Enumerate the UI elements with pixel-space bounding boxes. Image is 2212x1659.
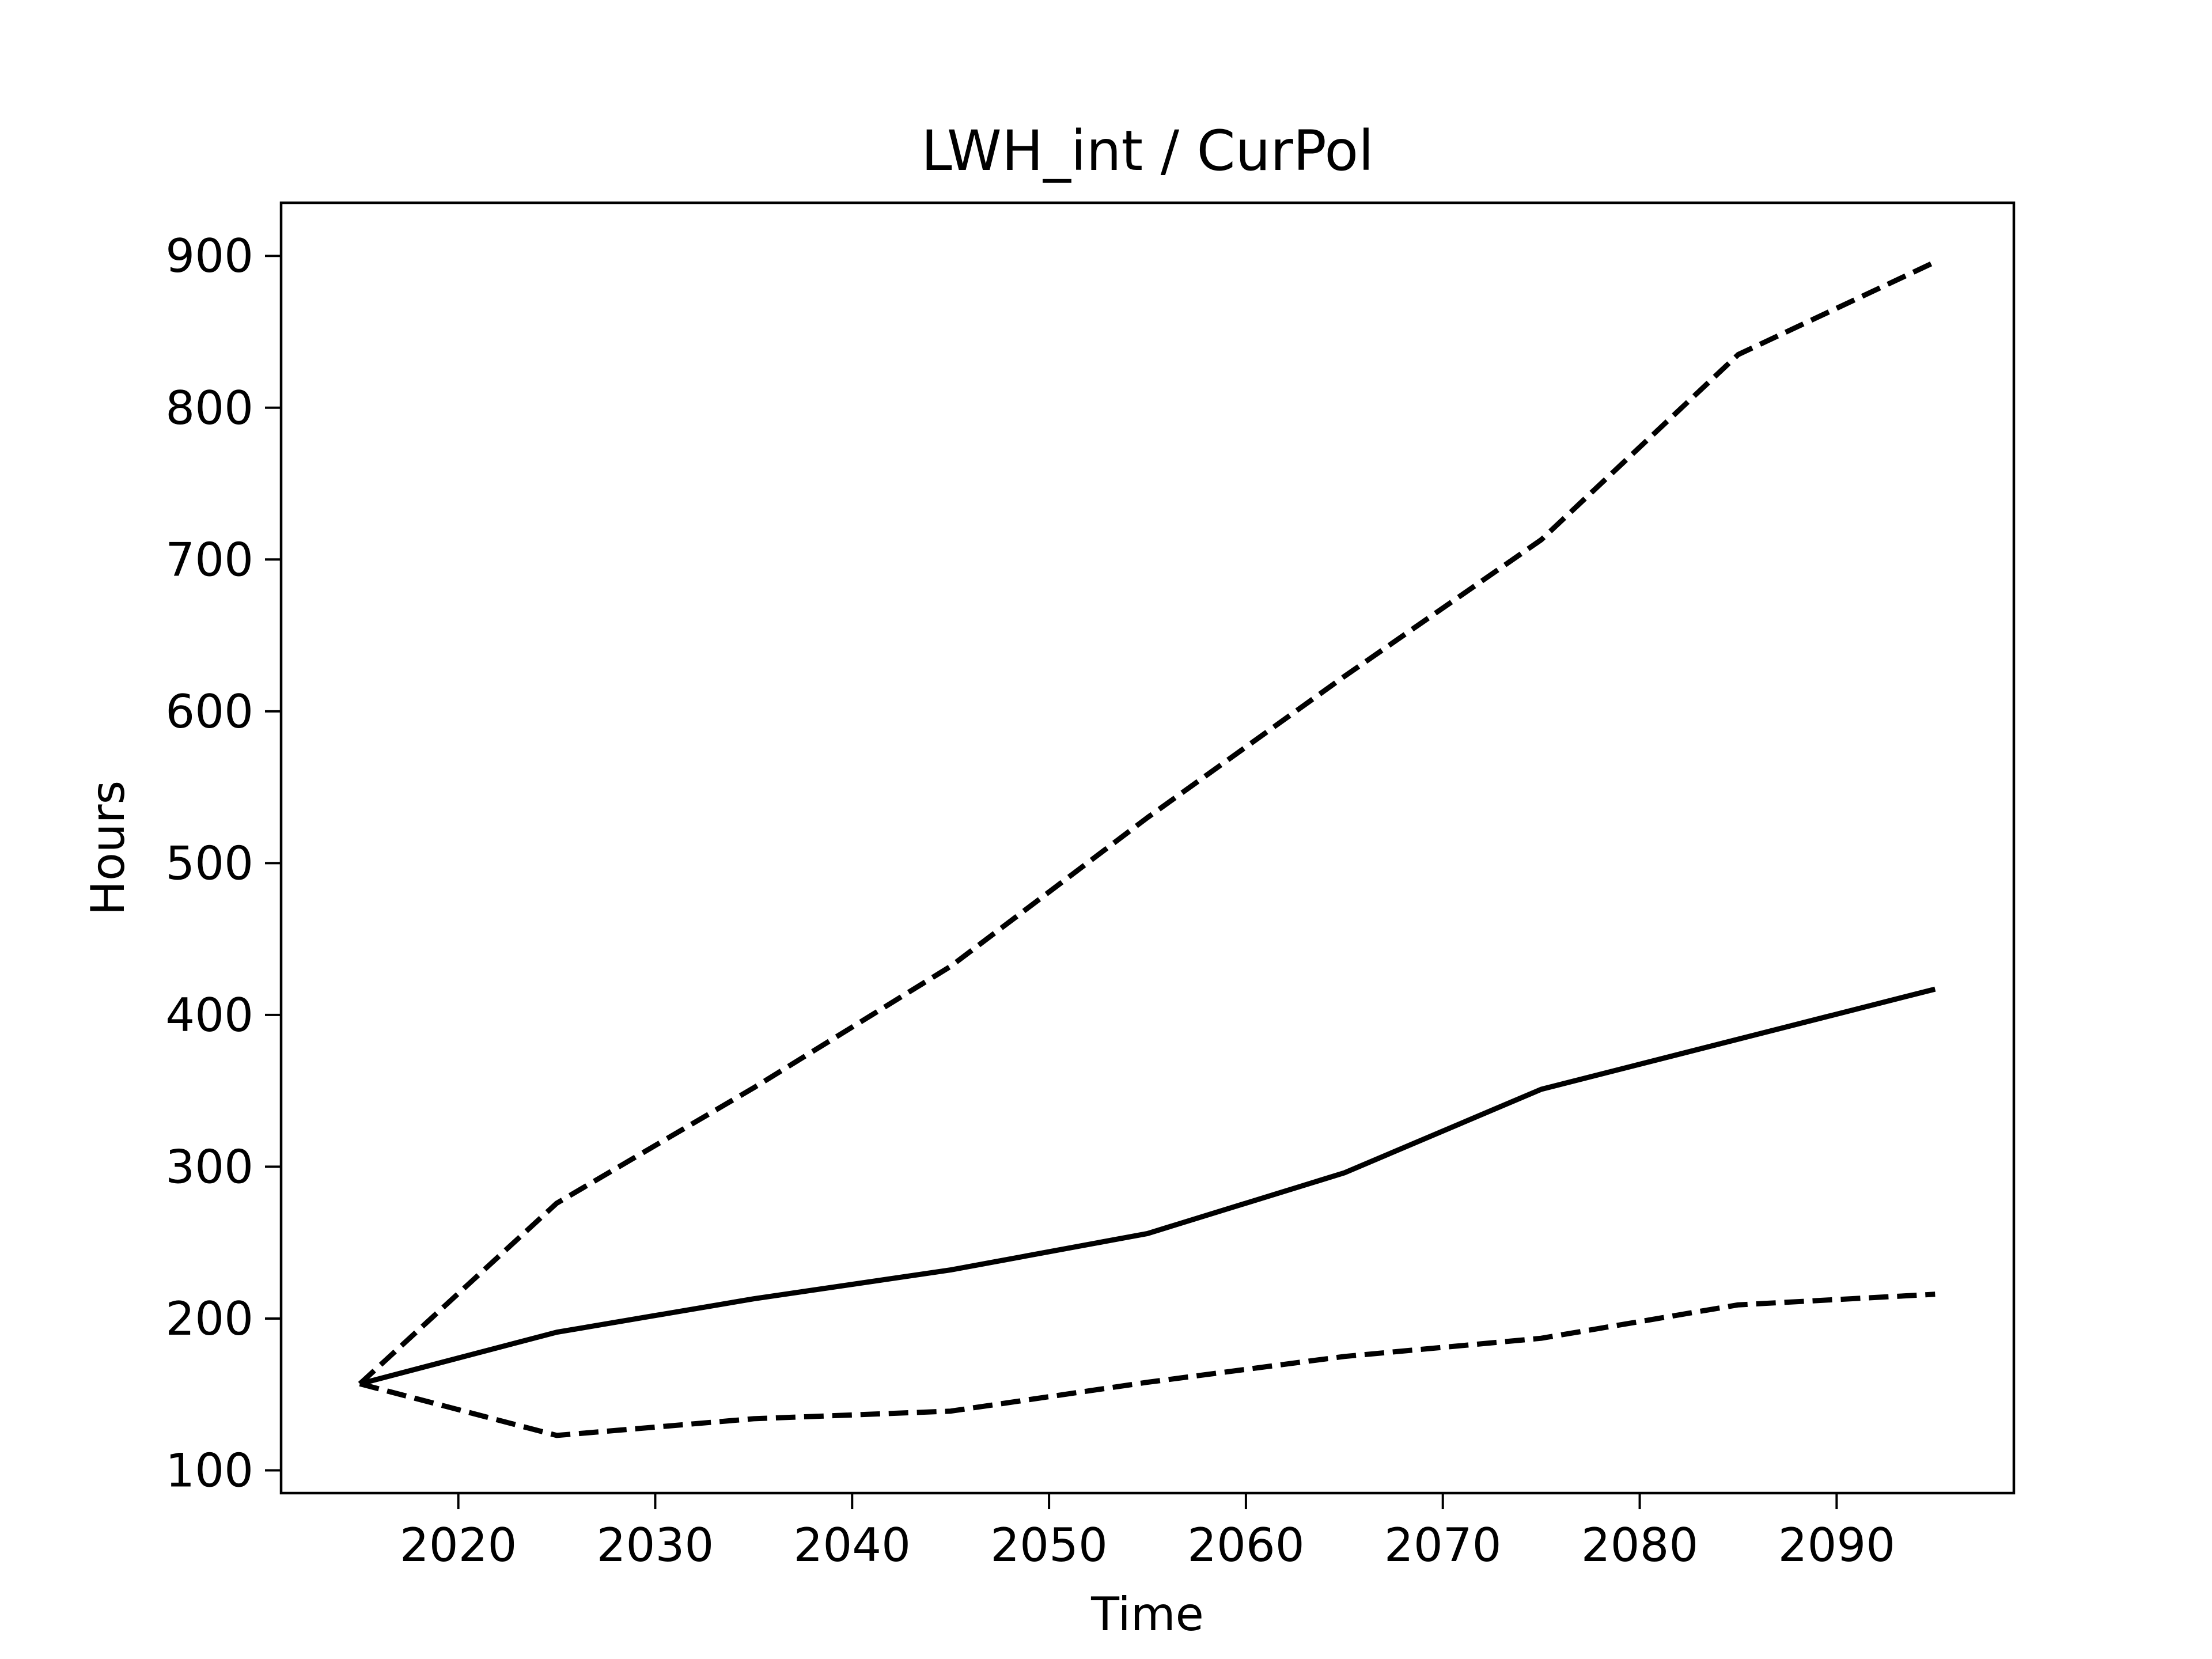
dashed-series-line-1	[358, 259, 1937, 1386]
series-group	[358, 259, 1937, 1438]
x-tick-label: 2060	[1187, 1518, 1305, 1572]
x-tick-label: 2050	[990, 1518, 1108, 1572]
y-tick-label: 900	[165, 229, 253, 283]
y-tick-label: 400	[165, 988, 253, 1042]
y-axis-label: Hours	[81, 781, 135, 915]
y-tick-label: 100	[165, 1444, 253, 1497]
y-tick-label: 800	[165, 381, 253, 435]
x-tick-label: 2070	[1384, 1518, 1502, 1572]
x-tick-label: 2090	[1778, 1518, 1896, 1572]
dashed-series-line-2	[359, 1291, 1936, 1438]
chart-title: LWH_int / CurPol	[921, 119, 1374, 183]
x-tick-label: 2040	[793, 1518, 911, 1572]
solid-series-line-0	[359, 986, 1936, 1387]
x-tick-label: 2080	[1581, 1518, 1699, 1572]
x-axis: 2020 2030 2040 2050 2060 2070 2080 2090	[400, 1493, 1895, 1572]
y-axis: 100 200 300 400 500 600 700 800 900	[165, 229, 281, 1497]
y-tick-label: 300	[165, 1140, 253, 1194]
x-tick-label: 2030	[597, 1518, 714, 1572]
y-tick-label: 700	[165, 533, 253, 586]
y-tick-label: 200	[165, 1292, 253, 1346]
y-tick-label: 500	[165, 836, 253, 890]
x-axis-label: Time	[1090, 1588, 1204, 1641]
plot-area	[358, 259, 1937, 1438]
y-tick-label: 600	[165, 685, 253, 738]
plot-frame	[279, 201, 2016, 1495]
x-tick-label: 2020	[400, 1518, 517, 1572]
